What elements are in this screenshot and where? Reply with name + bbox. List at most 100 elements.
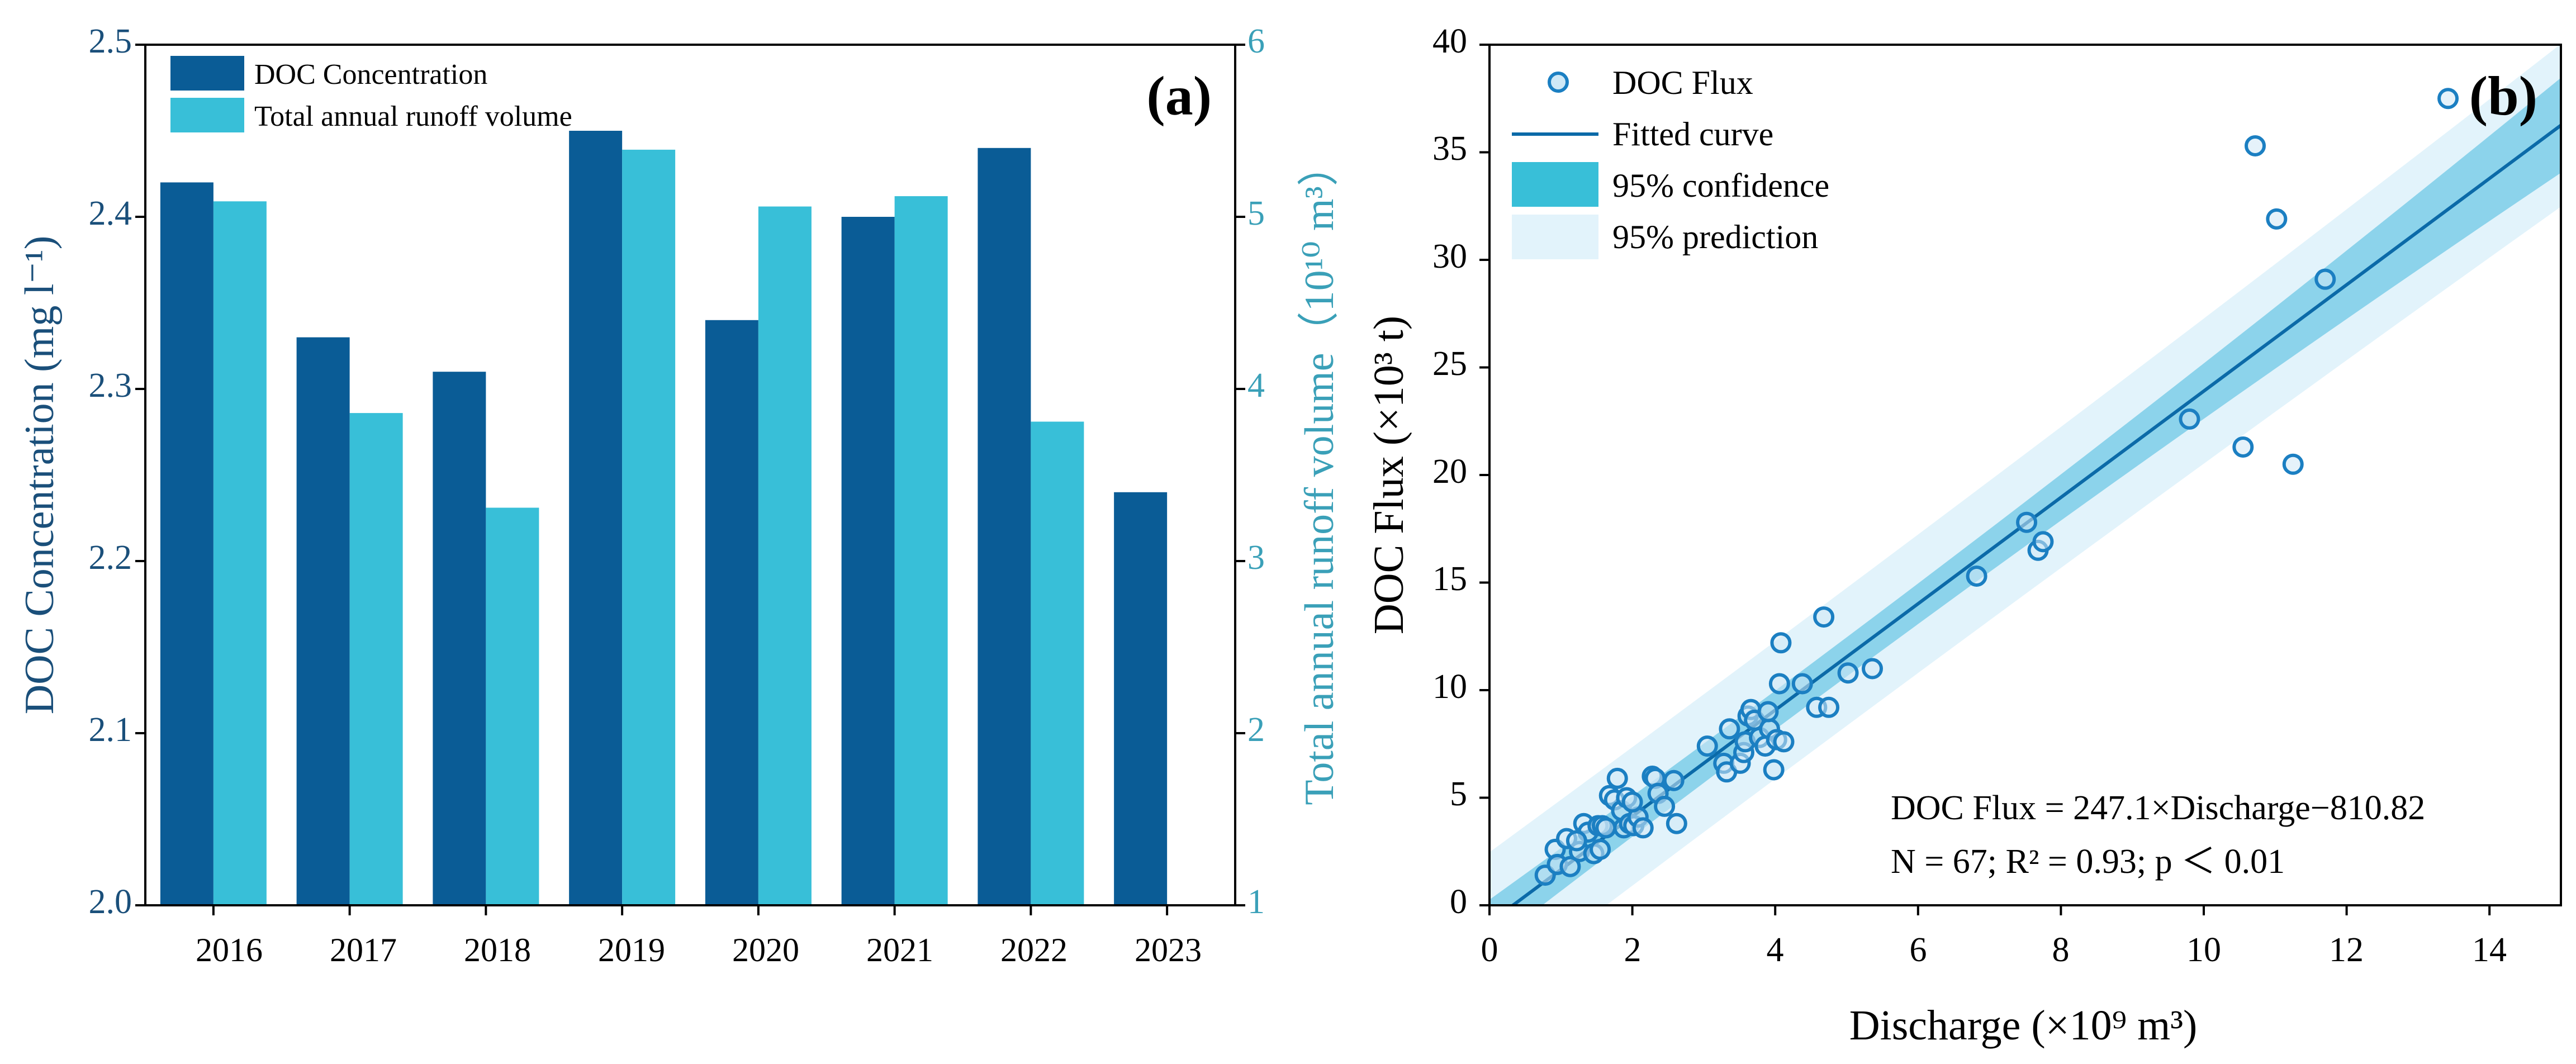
- bar-runoff-volume-2017: [349, 413, 403, 905]
- x-tick-label: 2019: [598, 932, 665, 968]
- prediction-band: [1489, 45, 2561, 905]
- scatter-point: [1818, 696, 1840, 718]
- y-axis-b: 0 5 10 15 20 25 30 35 40: [1432, 22, 1467, 921]
- bar-doc-concentration-2018: [433, 372, 486, 905]
- x-tick-label: 2018: [464, 932, 531, 968]
- scatter-point: [1606, 767, 1628, 789]
- bar-doc-concentration-2017: [296, 337, 350, 905]
- right-axis-title: Total annual runoff volume（10¹⁰ m³）: [1297, 145, 1342, 805]
- panel-a: 2.0 2.1 2.2 2.3 2.4 2.5 1 2 3 4 5 6 2016…: [17, 22, 1342, 968]
- right-tick-label: 3: [1247, 539, 1265, 577]
- x-tick-label: 12: [2329, 931, 2364, 969]
- scatter-point: [1666, 813, 1687, 834]
- scatter-point: [1621, 791, 1643, 813]
- legend-swatch-confidence: [1512, 162, 1598, 207]
- x-tick-label: 2: [1624, 931, 1642, 969]
- legend-b: DOC Flux Fitted curve 95% confidence 95%…: [1512, 64, 1829, 259]
- legend-label: Fitted curve: [1612, 116, 1773, 153]
- plot-area-b: [1489, 45, 2561, 905]
- bar-doc-concentration-2021: [841, 217, 895, 905]
- scatter-point: [2266, 208, 2288, 230]
- bar-runoff-volume-2020: [758, 206, 812, 905]
- y-tick-label: 0: [1450, 883, 1467, 921]
- y-axis-title-b: DOC Flux (×10³ t): [1365, 316, 1412, 634]
- panel-label-b: (b): [2469, 65, 2537, 127]
- x-tick-label: 2017: [330, 932, 397, 968]
- x-tick-label: 2023: [1135, 932, 1202, 968]
- scatter-point: [1768, 673, 1790, 695]
- y-tick-label: 5: [1450, 775, 1467, 813]
- right-y-axis: 1 2 3 4 5 6: [1247, 22, 1265, 921]
- panel-b: 0 5 10 15 20 25 30 35 40 0 2 4 6 8 10 12…: [1365, 22, 2562, 1049]
- y-tick-label: 25: [1432, 345, 1467, 383]
- scatter-point: [2179, 408, 2200, 430]
- scatter-point: [1632, 817, 1654, 839]
- left-tick-label: 2.4: [89, 194, 132, 232]
- scatter-point: [1862, 658, 1884, 680]
- bar-doc-concentration-2023: [1114, 492, 1168, 905]
- bar-doc-concentration-2020: [705, 320, 758, 905]
- right-tick-label: 6: [1247, 22, 1265, 60]
- bar-doc-concentration-2016: [160, 182, 214, 905]
- bars-group: [160, 131, 1168, 905]
- right-tick-label: 1: [1247, 883, 1265, 921]
- plot-frame-a: [144, 44, 1236, 906]
- right-tick-label: 4: [1247, 367, 1265, 405]
- scatter-point: [2016, 511, 2038, 533]
- legend-marker-doc-flux: [1548, 72, 1569, 93]
- bar-runoff-volume-2018: [486, 507, 539, 905]
- scatter-point: [1966, 565, 1987, 587]
- legend-label: 95% confidence: [1612, 167, 1829, 204]
- right-tick-label: 5: [1247, 194, 1265, 232]
- x-tick-label: 8: [2052, 931, 2070, 969]
- bar-runoff-volume-2016: [213, 201, 267, 905]
- scatter-point: [1559, 856, 1581, 877]
- legend-label: DOC Concentration: [254, 59, 487, 91]
- scatter-point: [2245, 135, 2266, 156]
- left-y-axis: 2.0 2.1 2.2 2.3 2.4 2.5: [89, 22, 132, 921]
- bar-runoff-volume-2021: [894, 196, 948, 905]
- left-tick-label: 2.0: [89, 883, 132, 921]
- legend-swatch-doc-concentration: [170, 56, 244, 91]
- x-tick-label: 2016: [196, 932, 263, 968]
- y-tick-label: 40: [1432, 22, 1467, 60]
- x-tick-label: 2020: [732, 932, 799, 968]
- x-tick-label: 14: [2472, 931, 2507, 969]
- panel-label-a: (a): [1146, 65, 1212, 127]
- legend-label: 95% prediction: [1612, 218, 1818, 255]
- scatter-point: [1654, 795, 1676, 817]
- left-tick-label: 2.1: [89, 711, 132, 749]
- x-axis-b: 0 2 4 6 8 10 12 14: [1481, 931, 2507, 969]
- scatter-point: [2437, 88, 2459, 110]
- fit-statistics: N = 67; R² = 0.93; p ＜ 0.01: [1891, 843, 2285, 881]
- scatter-point: [1595, 817, 1617, 839]
- scatter-point: [1791, 673, 1813, 695]
- left-tick-label: 2.2: [89, 539, 132, 577]
- right-tick-label: 2: [1247, 711, 1265, 749]
- scatter-point: [1770, 632, 1792, 654]
- bar-doc-concentration-2022: [978, 148, 1031, 905]
- scatter-point: [1696, 735, 1718, 757]
- bar-doc-concentration-2019: [569, 131, 623, 905]
- scatter-point: [1837, 662, 1859, 684]
- y-tick-label: 20: [1432, 453, 1467, 491]
- scatter-point: [2032, 531, 2054, 553]
- y-tick-label: 30: [1432, 238, 1467, 276]
- scatter-point: [1590, 838, 1611, 860]
- left-axis-title: DOC Concentration (mg l⁻¹): [17, 236, 63, 715]
- x-tick-label: 2021: [866, 932, 933, 968]
- x-tick-label: 10: [2186, 931, 2221, 969]
- scatter-point: [2282, 453, 2304, 475]
- x-tick-label: 0: [1481, 931, 1498, 969]
- scatter-points: [1534, 88, 2459, 886]
- y-tick-label: 15: [1432, 560, 1467, 598]
- y-tick-label: 35: [1432, 130, 1467, 168]
- scatter-point: [1773, 731, 1795, 753]
- bar-runoff-volume-2019: [622, 149, 676, 905]
- legend-swatch-runoff-volume: [170, 98, 244, 132]
- x-tick-label: 6: [1910, 931, 1927, 969]
- legend-label: DOC Flux: [1612, 64, 1753, 101]
- bar-runoff-volume-2022: [1031, 421, 1084, 905]
- scatter-point: [1813, 606, 1835, 628]
